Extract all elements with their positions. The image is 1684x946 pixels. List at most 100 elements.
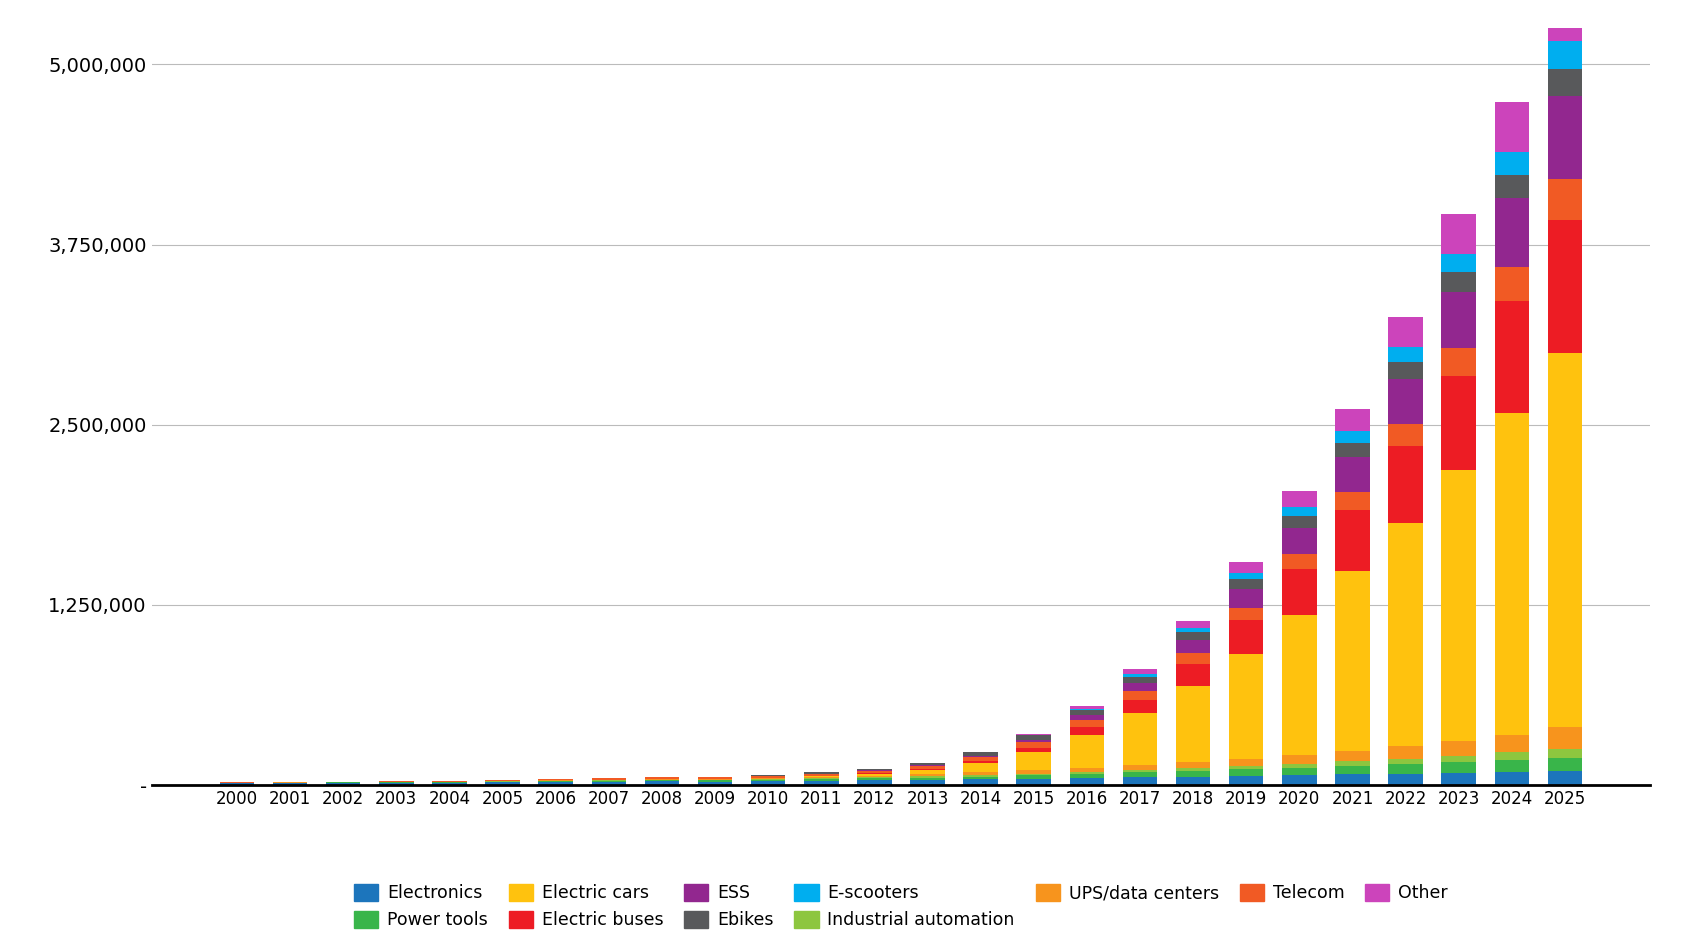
Bar (1069, 720, 1105, 727)
Bar (1069, 768, 1105, 772)
Bar (1442, 214, 1475, 254)
Bar (1069, 706, 1105, 709)
Bar (1069, 774, 1105, 778)
Bar (1388, 764, 1423, 774)
Bar (1548, 96, 1583, 180)
Bar (1494, 760, 1529, 772)
Bar (1494, 267, 1529, 301)
Bar (1123, 713, 1157, 765)
Bar (1548, 0, 1583, 42)
Bar (1335, 766, 1369, 775)
Bar (1175, 768, 1211, 771)
Bar (1069, 709, 1105, 710)
Bar (1282, 528, 1317, 553)
Bar (857, 771, 891, 774)
Legend: Electronics, Power tools, Electric cars, Electric buses, ESS, Ebikes, E-scooters: Electronics, Power tools, Electric cars,… (347, 877, 1455, 937)
Bar (1388, 774, 1423, 785)
Bar (1442, 470, 1475, 741)
Bar (1442, 377, 1475, 470)
Bar (1494, 413, 1529, 735)
Bar (1548, 42, 1583, 69)
Bar (963, 763, 999, 773)
Bar (433, 782, 466, 785)
Bar (1069, 778, 1105, 785)
Bar (645, 781, 679, 785)
Bar (1069, 772, 1105, 774)
Bar (1175, 632, 1211, 640)
Bar (1388, 424, 1423, 447)
Bar (963, 752, 999, 756)
Bar (1123, 676, 1157, 683)
Bar (1494, 735, 1529, 752)
Bar (1175, 762, 1211, 768)
Bar (1069, 727, 1105, 735)
Bar (751, 776, 785, 778)
Bar (963, 780, 999, 785)
Bar (1335, 510, 1369, 570)
Bar (963, 757, 999, 762)
Bar (1548, 353, 1583, 727)
Bar (1388, 347, 1423, 362)
Bar (963, 773, 999, 775)
Bar (1175, 653, 1211, 663)
Bar (1335, 457, 1369, 492)
Bar (1548, 180, 1583, 220)
Bar (1282, 516, 1317, 528)
Bar (1017, 779, 1051, 785)
Bar (1123, 770, 1157, 773)
Bar (591, 781, 626, 785)
Bar (1335, 751, 1369, 762)
Bar (1017, 740, 1051, 742)
Bar (1123, 778, 1157, 785)
Bar (327, 782, 360, 785)
Bar (911, 762, 945, 765)
Bar (857, 769, 891, 770)
Bar (1017, 747, 1051, 751)
Bar (1494, 175, 1529, 198)
Bar (539, 782, 573, 785)
Bar (1388, 759, 1423, 764)
Bar (1442, 741, 1475, 756)
Bar (1335, 492, 1369, 510)
Bar (803, 777, 839, 779)
Bar (1282, 775, 1317, 785)
Bar (1388, 523, 1423, 746)
Bar (751, 779, 785, 780)
Bar (1229, 573, 1263, 579)
Bar (1229, 589, 1263, 607)
Bar (1442, 756, 1475, 762)
Bar (1335, 443, 1369, 457)
Bar (1388, 317, 1423, 347)
Bar (803, 774, 839, 776)
Bar (1229, 579, 1263, 589)
Bar (1282, 491, 1317, 507)
Bar (1069, 710, 1105, 715)
Bar (963, 762, 999, 763)
Bar (1335, 762, 1369, 766)
Bar (1388, 746, 1423, 759)
Bar (857, 779, 891, 780)
Bar (1017, 751, 1051, 770)
Bar (591, 779, 626, 780)
Bar (1442, 348, 1475, 377)
Bar (857, 776, 891, 778)
Bar (1017, 770, 1051, 774)
Bar (1123, 773, 1157, 778)
Bar (751, 781, 785, 785)
Bar (1548, 772, 1583, 785)
Bar (1494, 752, 1529, 760)
Bar (1548, 748, 1583, 758)
Bar (1123, 670, 1157, 674)
Bar (911, 780, 945, 785)
Bar (697, 781, 733, 785)
Bar (1548, 220, 1583, 353)
Bar (911, 777, 945, 778)
Bar (1229, 607, 1263, 621)
Bar (1282, 755, 1317, 763)
Bar (1494, 772, 1529, 785)
Bar (1335, 431, 1369, 443)
Bar (1069, 735, 1105, 768)
Bar (1123, 765, 1157, 770)
Bar (273, 783, 308, 785)
Bar (1494, 198, 1529, 267)
